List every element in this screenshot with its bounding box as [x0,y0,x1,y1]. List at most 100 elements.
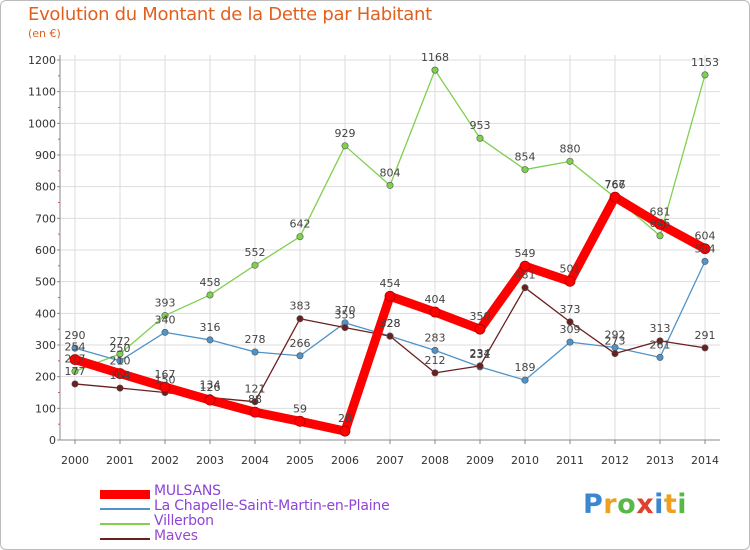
y-tick-label: 900 [35,149,56,162]
chart-unit: (en €) [28,27,61,40]
logo-letter: i [677,489,688,520]
data-point [431,346,439,354]
legend-label: Maves [154,528,198,544]
data-label: 501 [560,262,581,275]
data-label: 854 [515,151,536,164]
data-point [296,233,304,241]
data-point [161,328,169,336]
data-point [654,218,666,230]
y-tick-label: 1200 [28,54,56,67]
data-point [206,336,214,344]
y-tick-label: 700 [35,212,56,225]
data-label: 549 [515,247,536,260]
data-point [521,284,529,292]
data-label: 328 [380,317,401,330]
data-point [161,312,169,320]
data-label: 642 [290,218,311,231]
data-label: 604 [695,230,716,243]
data-label: 217 [65,352,86,365]
data-label: 564 [695,242,716,255]
data-point [656,232,664,240]
data-label: 804 [380,166,401,179]
data-point [521,376,529,384]
data-label: 316 [200,321,221,334]
data-label: 177 [65,365,86,378]
legend-label: Villerbon [154,513,214,529]
x-tick-label: 2000 [61,454,89,467]
data-label: 88 [248,393,262,406]
x-tick-label: 2003 [196,454,224,467]
data-label: 340 [155,313,176,326]
chart-title: Evolution du Montant de la Dette par Hab… [28,4,432,25]
logo-letter: r [603,489,618,520]
data-label: 234 [470,347,491,360]
data-point [566,318,574,326]
data-label: 59 [293,402,307,415]
data-point [71,367,79,375]
x-tick-label: 2004 [241,454,269,467]
x-tick-label: 2005 [286,454,314,467]
data-point [431,369,439,377]
x-tick-label: 2001 [106,454,134,467]
data-label: 150 [155,374,176,387]
data-label: 134 [200,379,221,392]
data-point [116,350,124,358]
logo-letter: o [617,489,637,520]
data-label: 767 [605,178,626,191]
data-label: 291 [695,329,716,342]
data-point [611,350,619,358]
data-point [699,243,711,255]
y-tick-label: 300 [35,339,56,352]
data-point [701,257,709,265]
data-label: 681 [650,205,671,218]
y-tick-label: 0 [49,434,56,447]
data-label: 1168 [421,51,449,64]
data-point [114,368,126,379]
data-point [341,142,349,150]
data-point [251,261,259,269]
data-point [429,306,441,318]
data-label: 458 [200,276,221,289]
legend-label: MULSANS [154,483,221,499]
legend-swatch [100,508,150,510]
data-point [656,337,664,345]
data-point [476,362,484,370]
data-label: 273 [605,335,626,348]
data-label: 250 [110,342,131,355]
y-tick-label: 1100 [28,86,56,99]
legend-label: La Chapelle-Saint-Martin-en-Plaine [154,498,390,514]
y-tick-label: 1000 [28,117,56,130]
data-label: 28 [338,412,352,425]
data-label: 393 [155,297,176,310]
data-label: 350 [470,310,491,323]
data-label: 231 [470,348,491,361]
data-label: 164 [110,369,131,382]
data-point [339,425,351,437]
y-tick-label: 800 [35,181,56,194]
data-label: 254 [65,341,86,354]
data-label: 266 [290,337,311,350]
data-point [521,166,529,174]
x-tick-label: 2006 [331,454,359,467]
legend-swatch [100,490,150,499]
data-label: 454 [380,277,401,290]
data-label: 126 [200,381,221,394]
data-point [249,406,261,418]
data-label: 766 [605,178,626,191]
y-tick-label: 600 [35,244,56,257]
data-point [204,394,216,406]
data-point [609,191,621,203]
data-label: 929 [335,127,356,140]
data-label: 1153 [691,56,719,69]
data-point [296,352,304,360]
data-label: 370 [335,304,356,317]
x-tick-label: 2011 [556,454,584,467]
data-label: 210 [110,355,131,368]
data-point [564,275,576,287]
data-point [341,324,349,332]
data-point [251,398,259,406]
x-tick-label: 2008 [421,454,449,467]
data-label: 880 [560,142,581,155]
data-point [701,344,709,352]
